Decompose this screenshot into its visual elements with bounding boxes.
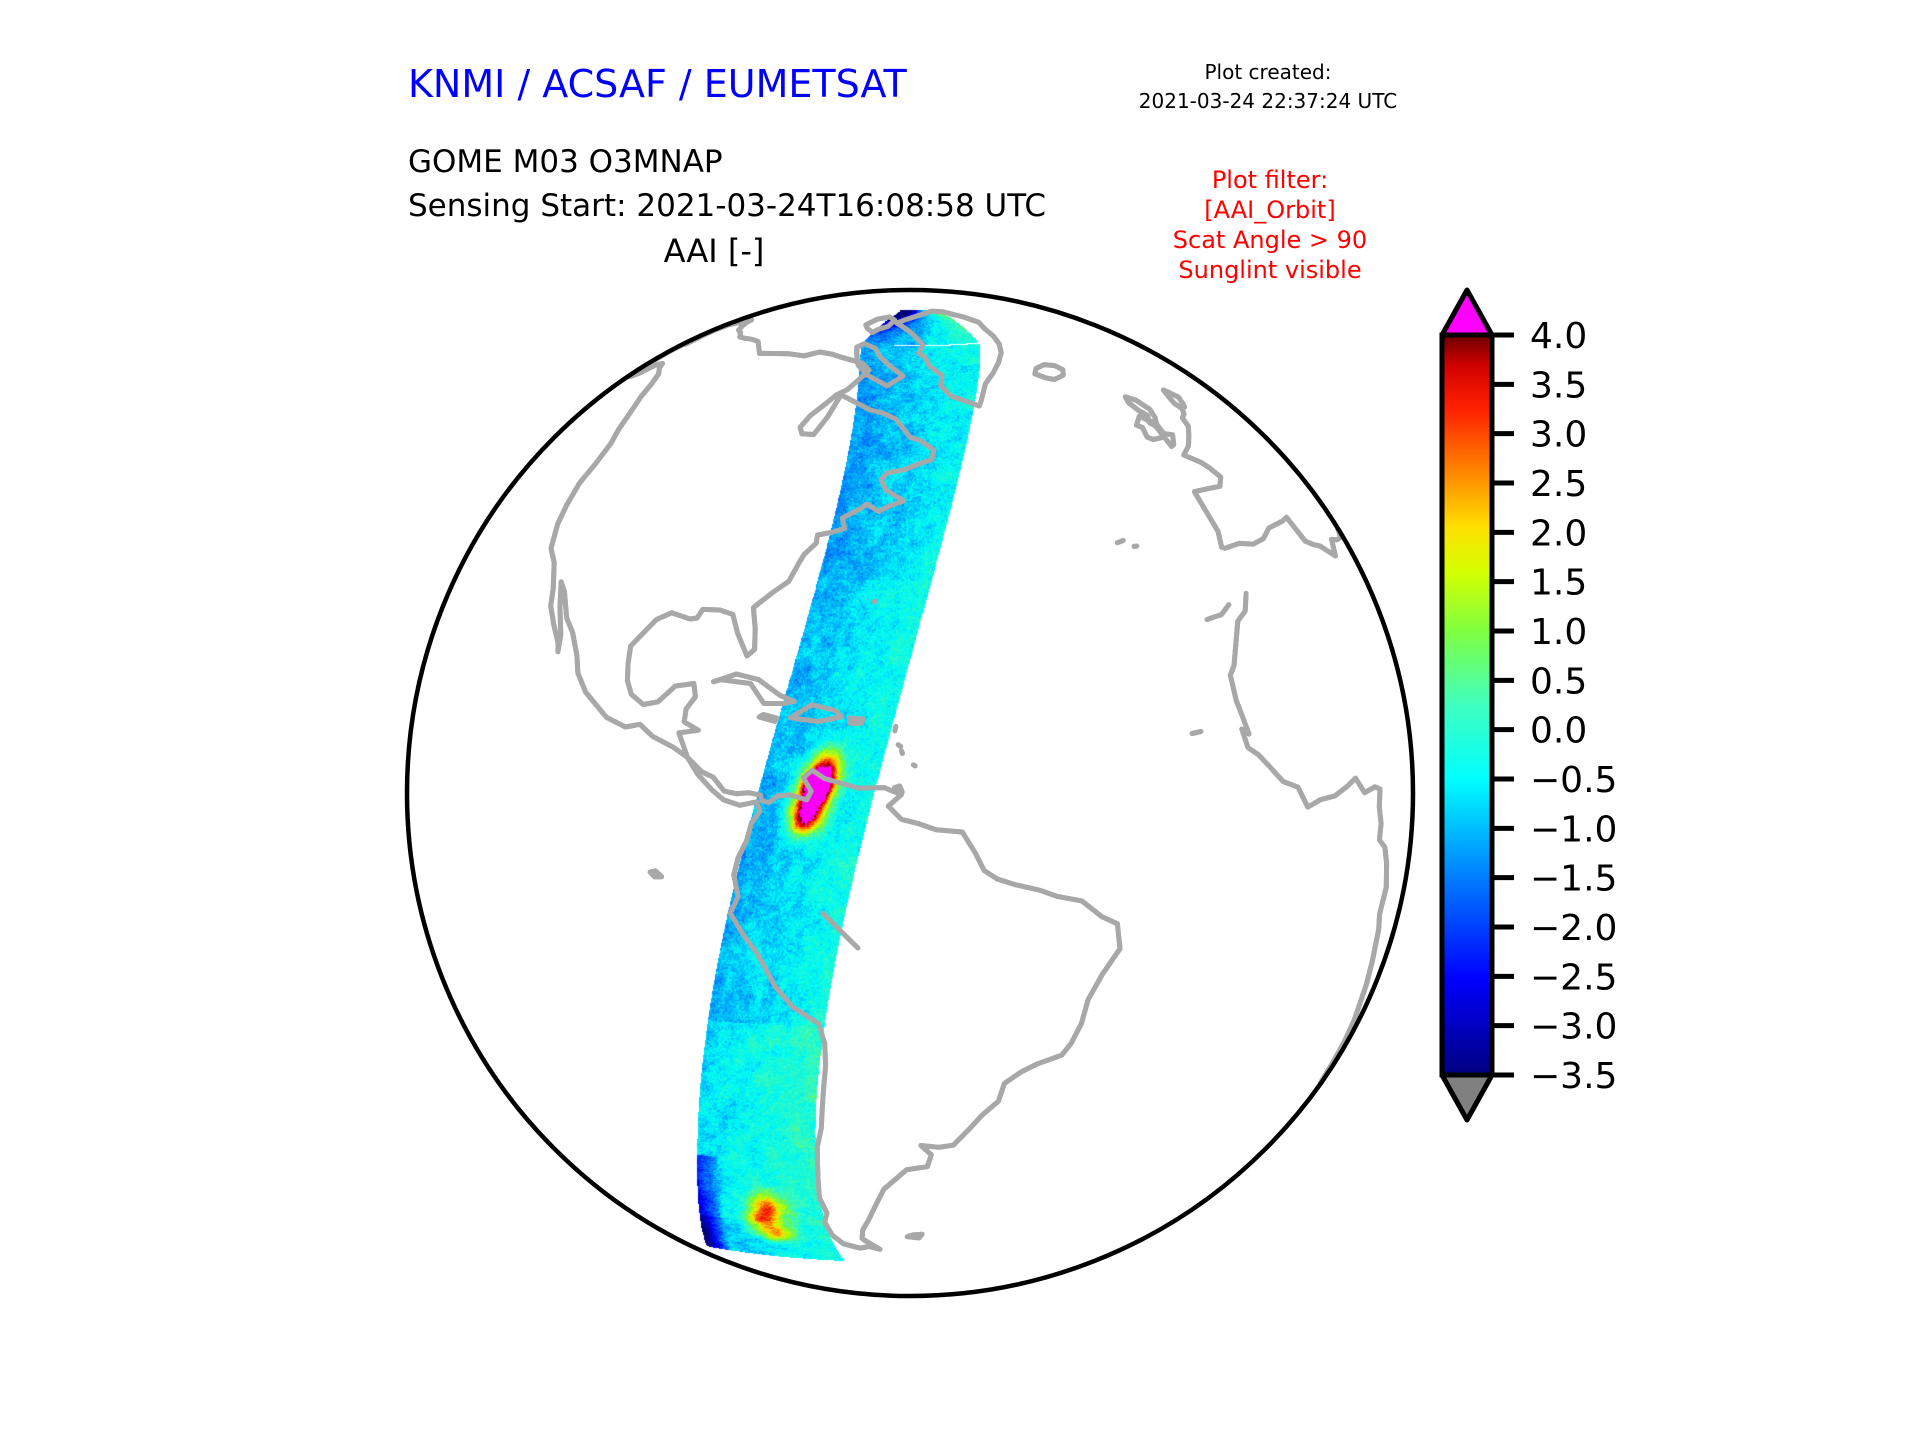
coastline-path xyxy=(910,762,918,769)
coastline-path xyxy=(787,702,844,724)
colorbar-tick-label: 3.0 xyxy=(1530,415,1587,456)
sensing-start-label: Sensing Start: 2021-03-24T16:08:58 UTC xyxy=(408,188,1046,224)
coastline-path xyxy=(892,783,905,795)
coastline-path xyxy=(904,1231,925,1241)
colorbar-tick-label: 3.5 xyxy=(1530,365,1587,406)
colorbar-tick-label: 1.5 xyxy=(1530,563,1587,604)
coastline-path xyxy=(1189,729,1204,736)
plot-created-timestamp: 2021-03-24 22:37:24 UTC xyxy=(1138,89,1398,113)
coastline-path xyxy=(899,748,905,756)
coastline-path xyxy=(1122,394,1177,449)
colorbar-gradient xyxy=(1439,332,1495,1078)
colorbar-tick-label: 0.0 xyxy=(1530,711,1587,752)
coastline-path xyxy=(892,723,899,734)
colorbar-tick-label: −2.0 xyxy=(1530,908,1617,949)
plot-filter-name: [AAI_Orbit] xyxy=(1204,196,1336,224)
plot-created-block: Plot created: 2021-03-24 22:37:24 UTC xyxy=(1103,58,1433,116)
coastline-path xyxy=(1222,514,1343,559)
colorbar-tick-label: 0.5 xyxy=(1530,661,1587,702)
colorbar-tick-label: 2.0 xyxy=(1530,513,1587,554)
colorbar-tick-label: −1.0 xyxy=(1530,809,1617,850)
globe-outline xyxy=(404,287,1416,1299)
colorbar-tick-label: 2.5 xyxy=(1530,464,1587,505)
coastline-path xyxy=(756,712,780,724)
plot-filter-block: Plot filter: [AAI_Orbit] Scat Angle > 90… xyxy=(1120,165,1420,285)
coastline-path xyxy=(854,341,906,389)
plot-created-label: Plot created: xyxy=(1204,60,1332,84)
colorbar-under-arrow xyxy=(1439,1072,1495,1123)
page-title: AAI [-] xyxy=(663,232,765,270)
colorbar-tick-label: 4.0 xyxy=(1530,316,1587,357)
coastline-path xyxy=(647,868,665,880)
colorbar-tick-label: −2.5 xyxy=(1530,957,1617,998)
colorbar-tick-label: −3.0 xyxy=(1530,1007,1617,1048)
agency-title: KNMI / ACSAF / EUMETSAT xyxy=(408,62,907,106)
coastline-path xyxy=(895,742,904,749)
plot-filter-sunglint: Sunglint visible xyxy=(1178,256,1362,284)
coastline-path xyxy=(871,598,878,605)
colorbar-tick-label: −3.5 xyxy=(1530,1056,1617,1097)
coastline-path xyxy=(863,314,898,335)
colorbar-svg: 4.0 3.5 3.0 2.5 2.0 1.5 1.0 0.5 0.0 −0.5 −1.0 −1.5 −… xyxy=(1439,287,1617,1123)
coastline-path xyxy=(846,715,866,726)
coastline-path xyxy=(1114,538,1126,546)
coastline-path xyxy=(1204,602,1232,622)
colorbar-tick-label: 1.0 xyxy=(1530,612,1587,653)
colorbar-tick-label: −0.5 xyxy=(1530,760,1617,801)
plot-filter-scat-angle: Scat Angle > 90 xyxy=(1172,226,1368,254)
coastline-path xyxy=(711,671,797,706)
coastline-path xyxy=(1032,362,1066,382)
plot-filter-label: Plot filter: xyxy=(1211,166,1329,194)
coastline-path xyxy=(820,910,861,951)
coastline-path xyxy=(894,308,1004,409)
product-title: GOME M03 O3MNAP xyxy=(408,144,723,180)
colorbar: 4.0 3.5 3.0 2.5 2.0 1.5 1.0 0.5 0.0 −0.5 −1.0 −1.5 −… xyxy=(1438,286,1768,1316)
colorbar-ticks: 4.0 3.5 3.0 2.5 2.0 1.5 1.0 0.5 0.0 −0.5 −1.0 −1.5 −… xyxy=(1492,316,1617,1097)
coastline-path xyxy=(1227,590,1390,1086)
coastline-path xyxy=(1160,387,1225,550)
colorbar-tick-label: −1.5 xyxy=(1530,859,1617,900)
colorbar-over-arrow xyxy=(1439,287,1495,338)
